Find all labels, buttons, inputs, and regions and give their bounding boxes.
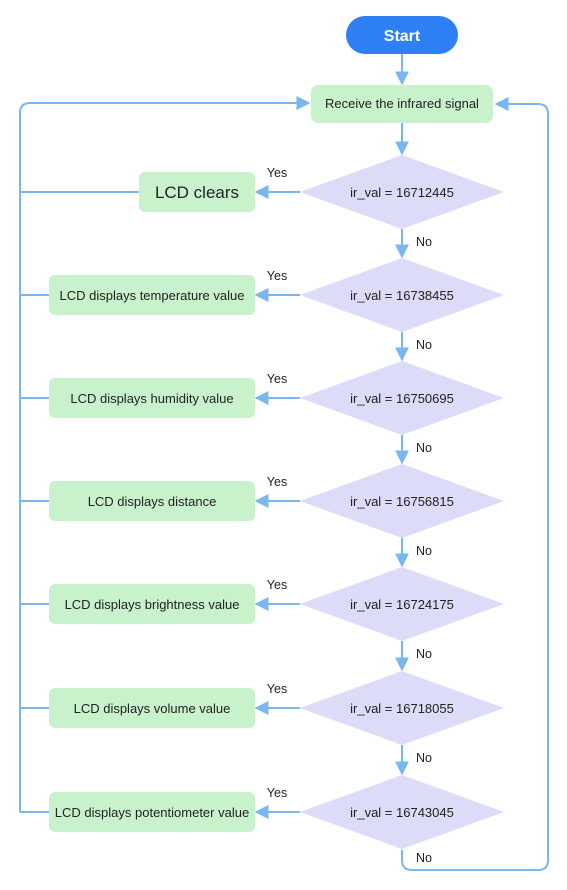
decision-diamond [300,671,504,745]
branch-6: ir_val = 16718055 LCD displays volume val… [20,671,504,776]
no-label: No [416,647,432,661]
decision-diamond [300,567,504,641]
start-label: Start [384,28,421,45]
action-box [49,584,255,624]
action-box [49,378,255,418]
decision-diamond [300,361,504,435]
no-label: No [416,544,432,558]
decision-diamond [300,464,504,538]
branch-5: ir_val = 16724175 LCD displays brightness… [20,567,504,672]
receive-shape [311,85,493,123]
yes-label: Yes [267,166,287,180]
action-label: LCD displays distance [88,494,217,509]
decision-label: ir_val = 16743045 [350,805,454,820]
decision-diamond [300,775,504,849]
action-label: LCD displays potentiometer value [55,805,249,820]
yes-label: Yes [267,269,287,283]
branch-3: ir_val = 16750695 LCD displays humidity v… [20,361,504,465]
no-label: No [416,751,432,765]
yes-label: Yes [267,578,287,592]
action-box [49,481,255,521]
branch-2: ir_val = 16738455 LCD displays temperatur… [20,258,504,362]
branch-7: ir_val = 16743045 LCD displays potentiome… [20,775,504,865]
action-label: LCD clears [155,183,239,202]
decision-label: ir_val = 16756815 [350,494,454,509]
receive-label: Receive the infrared signal [325,96,479,111]
action-label: LCD displays brightness value [65,597,240,612]
decision-diamond [300,258,504,332]
no-label: No [416,235,432,249]
decision-label: ir_val = 16718055 [350,701,454,716]
branch-4: ir_val = 16756815 LCD displays distance Ye… [20,464,504,568]
start-node: Start [346,16,458,54]
decision-label: ir_val = 16750695 [350,391,454,406]
yes-label: Yes [267,682,287,696]
no-label: No [416,338,432,352]
no-label: No [416,441,432,455]
start-shape [346,16,458,54]
right-loop-back [401,97,549,871]
yes-label: Yes [267,786,287,800]
action-box [139,172,255,212]
action-label: LCD displays volume value [74,701,231,716]
left-return-bus [19,96,311,812]
yes-label: Yes [267,475,287,489]
action-box [49,688,255,728]
decision-diamond [300,155,504,229]
receive-node: Receive the infrared signal [311,85,493,123]
yes-label: Yes [267,372,287,386]
action-label: LCD displays temperature value [60,288,245,303]
decision-label: ir_val = 16712445 [350,185,454,200]
decision-label: ir_val = 16738455 [350,288,454,303]
decision-label: ir_val = 16724175 [350,597,454,612]
no-label: No [416,851,432,865]
action-label: LCD displays humidity value [70,391,233,406]
branch-1: ir_val = 16712445 LCD clears Yes No [20,155,504,259]
action-box [49,275,255,315]
action-box [49,792,255,832]
